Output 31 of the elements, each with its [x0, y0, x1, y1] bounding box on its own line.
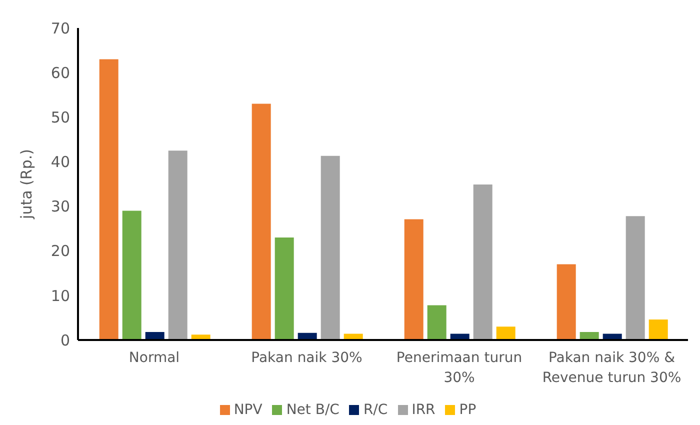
- legend-label: R/C: [363, 402, 388, 418]
- legend-label: PP: [459, 402, 476, 418]
- x-tick-label: Penerimaan turun 30%: [396, 350, 522, 386]
- bar: [626, 216, 645, 340]
- bar: [274, 237, 294, 340]
- y-tick-label: 10: [50, 286, 70, 305]
- bar: [320, 156, 340, 340]
- bar: [648, 319, 668, 340]
- y-axis-title: juta (Rp.): [17, 149, 36, 220]
- y-tick-label: 40: [50, 153, 70, 172]
- y-tick-label: 30: [50, 198, 70, 216]
- x-tick-label: Pakan naik 30%: [251, 350, 362, 366]
- bar: [168, 150, 188, 340]
- bar: [404, 219, 424, 340]
- y-tick-label: 0: [60, 331, 70, 350]
- bar: [556, 264, 576, 340]
- legend-label: Net B/C: [286, 402, 340, 418]
- bar: [252, 104, 271, 340]
- x-tick-label: Normal: [128, 350, 180, 366]
- y-tick-label: 70: [50, 19, 70, 38]
- bar: [99, 59, 118, 340]
- y-tick-label: 60: [50, 64, 70, 82]
- bar: [122, 210, 142, 340]
- bar: [473, 184, 492, 340]
- x-tick-label: Pakan naik 30% & Revenue turun 30%: [542, 350, 682, 386]
- legend-label: NPV: [234, 402, 262, 418]
- bar: [427, 305, 446, 340]
- y-tick-label: 50: [50, 108, 70, 126]
- bar: [496, 326, 516, 340]
- legend-label: IRR: [412, 402, 436, 418]
- y-tick-label: 20: [50, 242, 70, 260]
